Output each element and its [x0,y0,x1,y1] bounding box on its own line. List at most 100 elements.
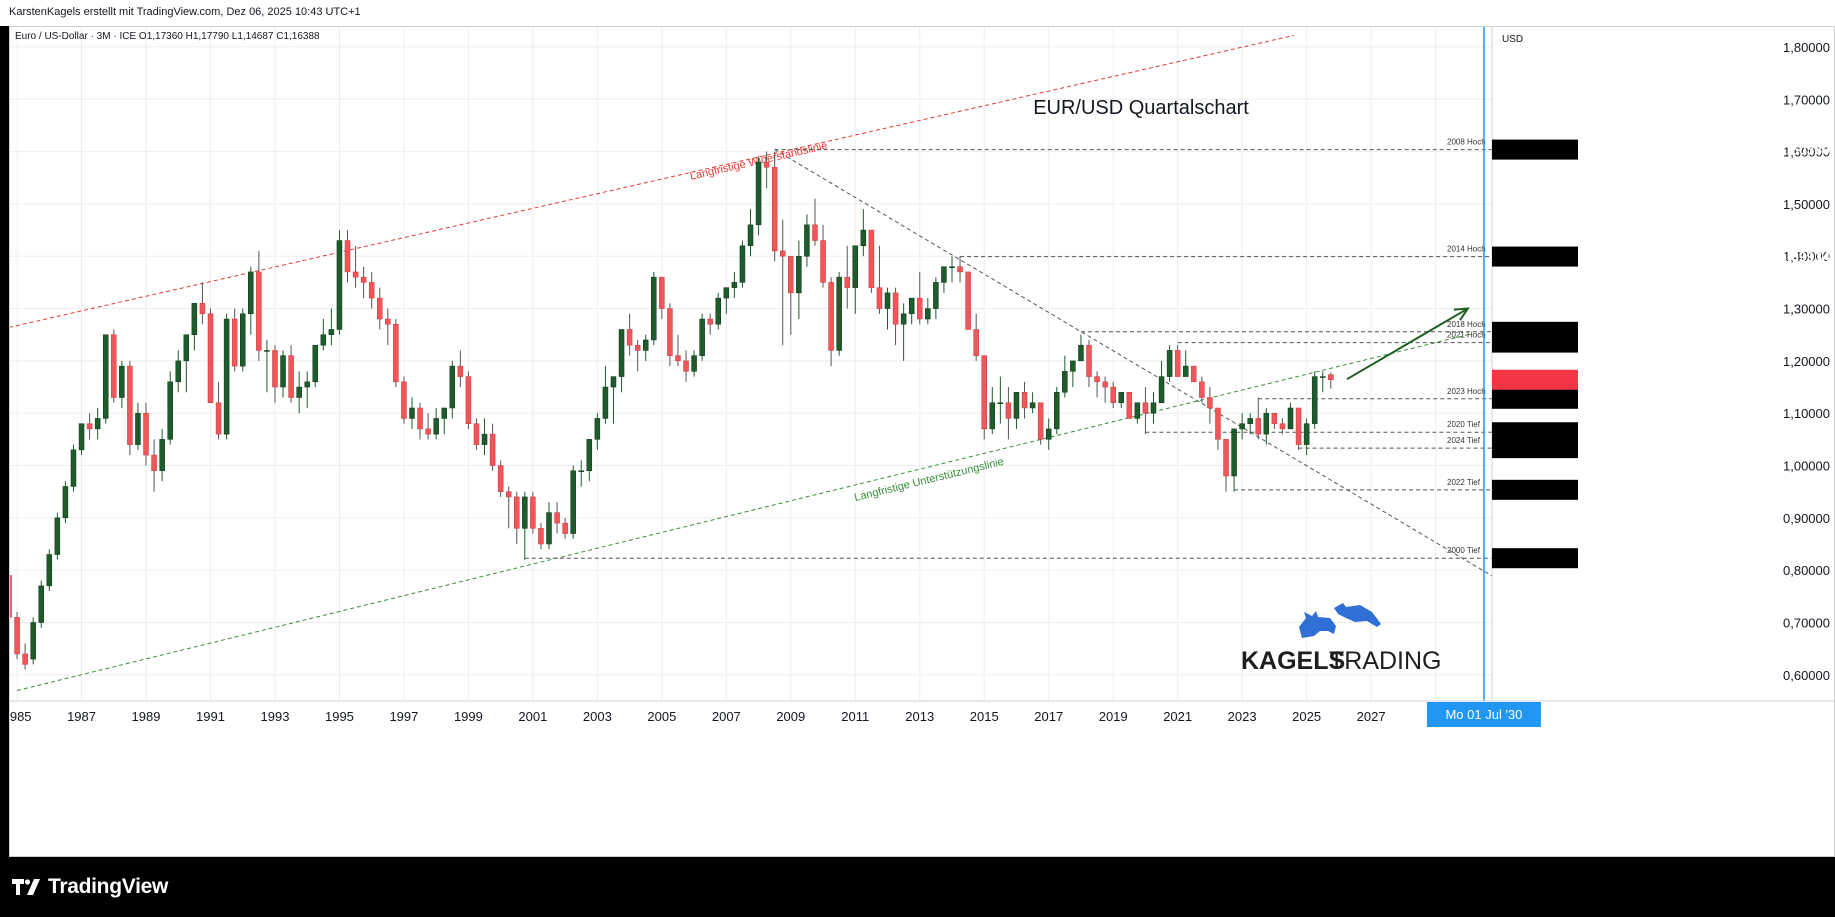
candle-up[interactable] [328,308,335,346]
candle-up[interactable] [933,277,939,320]
candle-up[interactable] [409,397,415,429]
candle-down[interactable] [707,313,713,335]
candle-down[interactable] [538,523,544,550]
candle-up[interactable] [925,298,931,325]
candle-up[interactable] [62,481,69,524]
candle-down[interactable] [675,334,681,367]
candle-down[interactable] [1102,376,1108,403]
candle-up[interactable] [586,439,593,482]
candle-up[interactable] [70,444,77,492]
candle-up[interactable] [248,266,254,335]
candle-up[interactable] [941,266,947,293]
candle-down[interactable] [14,612,20,660]
candle-up[interactable] [183,334,190,393]
candle-down[interactable] [973,313,979,361]
candle-up[interactable] [1247,413,1253,435]
candle-down[interactable] [377,287,383,330]
candle-up[interactable] [804,214,810,267]
candle-down[interactable] [22,643,28,670]
candle-up[interactable] [1070,360,1076,388]
candle-down[interactable] [401,376,407,424]
candle-up[interactable] [191,303,198,351]
downtrend-line[interactable] [774,149,1501,582]
candle-up[interactable] [739,240,746,288]
tradingview-logo[interactable]: TradingView [12,875,168,899]
support-line[interactable] [16,334,1468,692]
candle-up[interactable] [1150,392,1157,424]
candle-up[interactable] [796,240,802,320]
candle-down[interactable] [554,502,560,534]
candle-up[interactable] [723,287,730,314]
candle-up[interactable] [578,460,584,487]
candle-down[interactable] [111,329,117,403]
candle-down[interactable] [272,345,278,403]
candle-down[interactable] [763,151,770,189]
candle-down[interactable] [771,151,778,262]
candle-down[interactable] [820,224,826,288]
candle-down[interactable] [562,517,568,539]
candle-up[interactable] [119,360,125,408]
candle-up[interactable] [522,491,528,560]
candle-up[interactable] [449,360,456,419]
candle-up[interactable] [989,387,996,435]
candle-down[interactable] [215,381,222,440]
candle-down[interactable] [505,486,512,529]
candle-down[interactable] [457,350,464,388]
candle-down[interactable] [1295,407,1302,450]
candle-up[interactable] [908,297,915,325]
candle-down[interactable] [868,229,875,293]
candle-up[interactable] [46,549,53,592]
candle-down[interactable] [1086,339,1092,388]
candle-down[interactable] [256,251,262,361]
candle-down[interactable] [360,266,367,299]
candle-down[interactable] [127,360,133,456]
candle-down[interactable] [892,287,899,346]
candle-down[interactable] [917,271,923,325]
candle-down[interactable] [425,413,431,440]
candle-down[interactable] [1126,392,1133,419]
candle-up[interactable] [1166,345,1173,382]
candle-down[interactable] [844,245,850,309]
candle-up[interactable] [747,209,754,257]
candle-up[interactable] [1134,402,1141,424]
candle-down[interactable] [497,460,504,497]
candle-down[interactable] [417,402,423,440]
candle-up[interactable] [280,350,286,398]
candle-up[interactable] [175,350,182,393]
candle-down[interactable] [288,345,294,403]
candle-up[interactable] [618,329,625,393]
candle-down[interactable] [667,303,673,367]
candle-up[interactable] [691,350,697,377]
candle-up[interactable] [1287,402,1294,430]
candle-down[interactable] [352,245,359,288]
candle-down[interactable] [828,277,834,367]
candle-down[interactable] [659,276,665,320]
candle-up[interactable] [836,271,842,356]
candle-down[interactable] [1328,372,1334,389]
candle-down[interactable] [199,282,206,325]
candle-down[interactable] [812,198,818,246]
candle-up[interactable] [481,418,488,456]
candle-down[interactable] [1215,407,1221,450]
candle-up[interactable] [884,287,891,330]
candle-up[interactable] [94,407,101,440]
candle-up[interactable] [264,339,270,393]
candle-up[interactable] [731,271,738,299]
candle-up[interactable] [1303,418,1310,456]
candle-up[interactable] [570,465,576,539]
candle-up[interactable] [610,376,617,424]
candle-up[interactable] [997,376,1004,424]
candle-up[interactable] [1118,392,1124,408]
candle-down[interactable] [143,402,149,466]
candle-up[interactable] [38,580,44,628]
candle-up[interactable] [715,292,722,330]
candle-down[interactable] [368,271,375,309]
candle-up[interactable] [135,402,141,450]
candle-up[interactable] [433,407,439,440]
candle-up[interactable] [1045,418,1052,450]
candle-up[interactable] [159,428,165,482]
candle-up[interactable] [441,407,447,435]
candle-up[interactable] [223,313,230,440]
candle-down[interactable] [393,319,399,388]
candle-up[interactable] [312,344,319,388]
